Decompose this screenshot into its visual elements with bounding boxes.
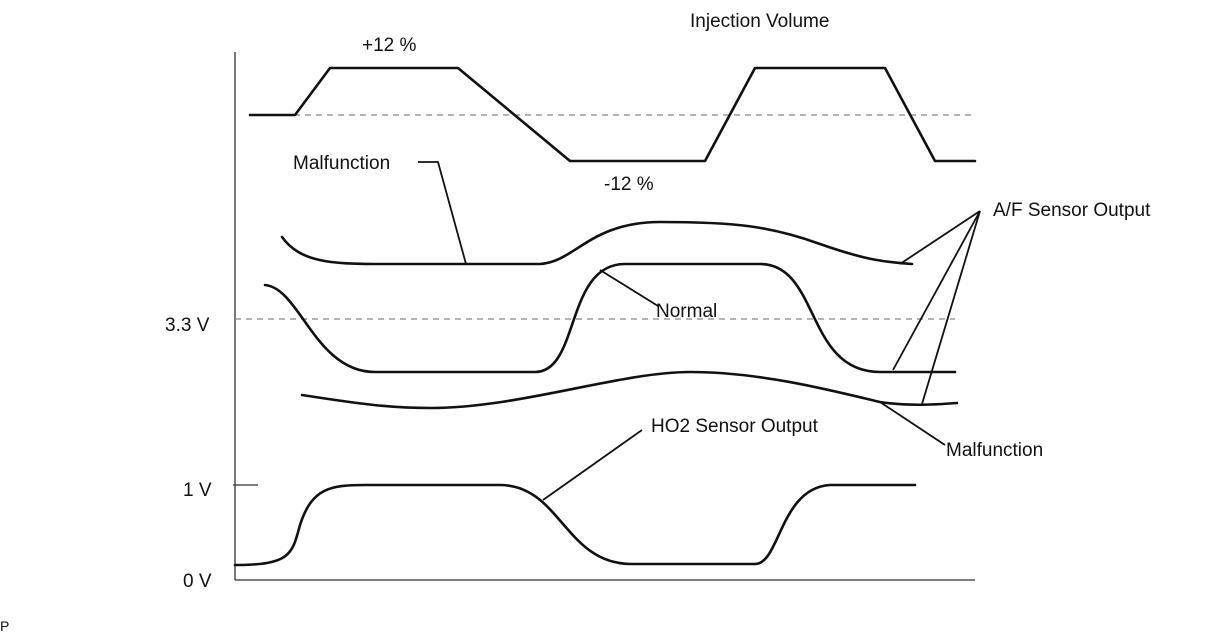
malfunction-top-leader xyxy=(418,161,467,265)
tick-label-3-3v: 3.3 V xyxy=(165,315,210,336)
minus-12-percent-label: -12 % xyxy=(604,174,654,195)
ho2-sensor-output-label: HO2 Sensor Output xyxy=(651,416,819,437)
af-malfunction-bottom-curve xyxy=(300,370,959,410)
af-normal-curve xyxy=(263,262,957,374)
injection-volume-waveform xyxy=(248,66,977,163)
normal-label: Normal xyxy=(656,301,717,322)
ho2-leader xyxy=(542,429,643,501)
af-malfunction-top-curve xyxy=(280,220,914,266)
normal-leader xyxy=(599,269,659,307)
tick-label-1v: 1 V xyxy=(183,480,212,501)
plus-12-percent-label: +12 % xyxy=(362,35,417,56)
af-leader-3 xyxy=(921,210,981,405)
malfunction-top-label: Malfunction xyxy=(293,153,390,174)
malfunction-bottom-leader xyxy=(879,401,946,446)
injection-volume-label: Injection Volume xyxy=(690,11,829,32)
corner-mark: P xyxy=(0,618,9,634)
af-leader-2 xyxy=(892,210,981,371)
af-sensor-output-label: A/F Sensor Output xyxy=(993,200,1151,221)
ho2-sensor-curve xyxy=(233,483,917,567)
malfunction-bottom-label: Malfunction xyxy=(946,440,1043,461)
af-leader-1 xyxy=(899,210,981,265)
tick-label-0v: 0 V xyxy=(183,571,212,592)
